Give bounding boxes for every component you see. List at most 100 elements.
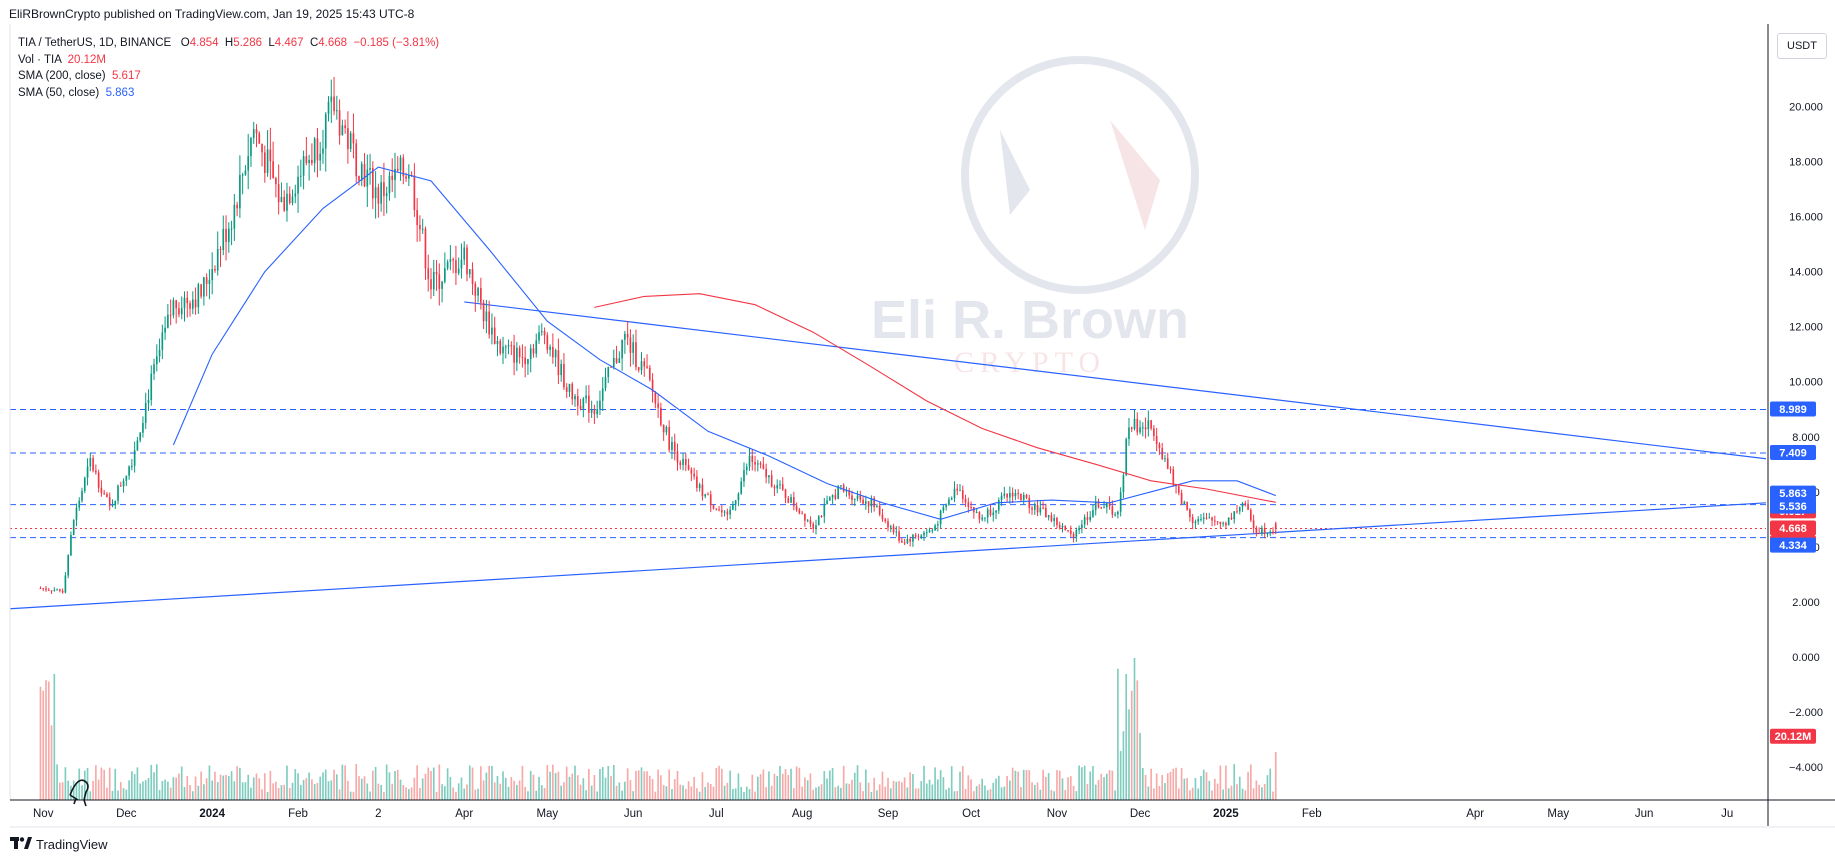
- sma200-legend-row[interactable]: SMA (200, close) 5.617: [18, 68, 439, 85]
- footer[interactable]: TradingView: [10, 837, 108, 852]
- volume-bar: [560, 785, 563, 800]
- volume-bar: [50, 725, 53, 800]
- horizontal-levels: [10, 409, 1766, 539]
- candle-body: [748, 455, 751, 467]
- candle-body: [590, 409, 593, 413]
- candle-body: [756, 463, 759, 465]
- volume-bar: [153, 772, 155, 800]
- volume-bar: [335, 774, 338, 800]
- volume-bar: [280, 785, 283, 800]
- candle-body: [1081, 524, 1083, 529]
- candle-body: [72, 519, 75, 535]
- volume-bar: [482, 780, 485, 800]
- volume-bar: [851, 779, 853, 800]
- candle-body: [995, 510, 997, 513]
- candle-body: [396, 168, 399, 171]
- volume-bar: [95, 765, 97, 800]
- candle-body: [496, 340, 499, 345]
- volume-bar: [895, 781, 898, 800]
- volume-bar: [1202, 769, 1205, 800]
- candle-body: [801, 513, 803, 515]
- volume-bar: [1108, 770, 1111, 800]
- volume-bar: [446, 768, 449, 800]
- candle-body: [673, 441, 676, 452]
- volume-bar: [480, 766, 482, 800]
- volume-bar: [906, 787, 909, 800]
- candle-body: [344, 125, 346, 129]
- volume-bar: [178, 773, 180, 800]
- candle-body: [1020, 493, 1022, 500]
- volume-bar: [563, 782, 565, 800]
- price-label-box: [1770, 401, 1816, 417]
- candle-body: [355, 143, 358, 177]
- volume-bar: [1175, 767, 1177, 800]
- volume-bar: [590, 785, 593, 800]
- volume-bar: [457, 783, 460, 800]
- candlesticks[interactable]: [39, 76, 1277, 594]
- volume-bar: [1225, 765, 1227, 800]
- candle-body: [624, 333, 626, 340]
- symbol-row[interactable]: TIA / TetherUS, 1D, BINANCE O4.854 H5.28…: [18, 35, 439, 52]
- candle-body: [629, 337, 632, 353]
- volume-legend-row[interactable]: Vol · TIA 20.12M: [18, 52, 439, 69]
- volume-bar: [419, 787, 421, 800]
- candle-body: [1233, 511, 1236, 520]
- candle-body: [155, 356, 158, 365]
- volume-bar: [1081, 767, 1083, 800]
- candle-body: [175, 300, 178, 309]
- volume-bar: [646, 771, 648, 800]
- candle-body: [986, 509, 989, 518]
- candle-body: [471, 269, 474, 284]
- volume-bar: [815, 787, 817, 800]
- volume-bar: [610, 775, 612, 800]
- candle-body: [133, 450, 136, 466]
- candle-body: [1117, 511, 1119, 515]
- volume-bar: [297, 773, 299, 800]
- candle-body: [261, 143, 263, 153]
- volume-bar: [1117, 668, 1119, 800]
- volume-bar: [258, 778, 261, 800]
- volume-bar: [1252, 788, 1255, 800]
- volume-bar: [250, 787, 252, 800]
- y-tick-label: 20.000: [1789, 102, 1823, 114]
- volume-bar: [740, 786, 743, 800]
- volume-bar: [743, 791, 745, 800]
- volume-bar: [227, 776, 230, 800]
- currency-unit-button[interactable]: USDT: [1777, 33, 1827, 59]
- candle-body: [554, 350, 557, 358]
- candle-body: [1114, 514, 1116, 516]
- change-value: −0.185 (−3.81%): [353, 37, 440, 49]
- candle-body: [131, 465, 133, 467]
- volume-bar: [1083, 765, 1086, 800]
- volume-bar: [1153, 788, 1155, 800]
- sma50-legend-row[interactable]: SMA (50, close) 5.863: [18, 85, 439, 102]
- candle-body: [726, 511, 729, 515]
- candle-body: [981, 517, 984, 520]
- candle-body: [507, 345, 510, 347]
- candle-body: [266, 149, 269, 174]
- volume-bar: [773, 773, 776, 800]
- volume-bar: [1274, 752, 1277, 800]
- candle-body: [167, 314, 169, 328]
- candle-body: [840, 485, 842, 487]
- candle-body: [178, 308, 180, 315]
- candle-body: [383, 182, 385, 196]
- volume-bar: [953, 791, 956, 800]
- volume-bar: [759, 774, 762, 800]
- candle-body: [283, 196, 286, 211]
- volume-bar: [665, 786, 668, 800]
- eli-r-brown-watermark: Eli R. Brown CRYPTO: [871, 56, 1199, 379]
- volume-bar: [311, 779, 313, 800]
- candle-body: [1252, 520, 1255, 529]
- volume-bar: [488, 765, 490, 800]
- volume-bar: [690, 786, 693, 800]
- volume-bar: [693, 776, 695, 800]
- symbol-name[interactable]: TIA / TetherUS, 1D, BINANCE: [18, 37, 172, 49]
- trendlines[interactable]: [9, 301, 1767, 610]
- candle-body: [925, 532, 928, 534]
- candle-body: [416, 210, 418, 225]
- candle-body: [546, 335, 549, 350]
- candle-body: [327, 101, 330, 115]
- volume-bar: [269, 770, 272, 800]
